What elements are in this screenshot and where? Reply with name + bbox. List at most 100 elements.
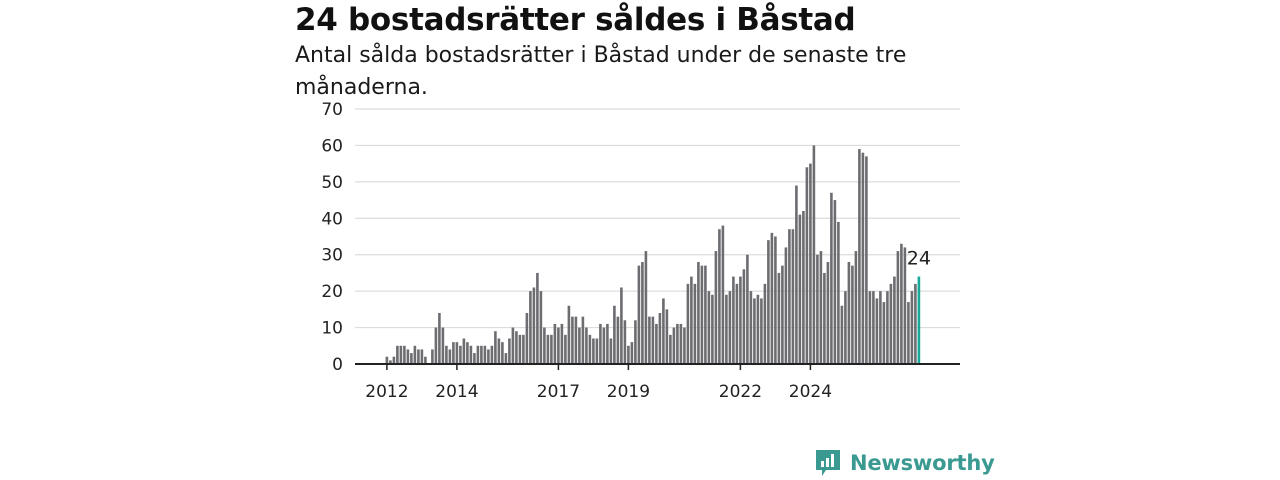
bar	[882, 302, 886, 364]
bar	[634, 320, 637, 364]
bar	[574, 316, 578, 364]
y-tick-label: 10	[321, 319, 343, 339]
x-tick-label: 2019	[607, 382, 650, 402]
bar	[872, 291, 875, 364]
bar	[907, 302, 910, 364]
bar	[756, 294, 760, 364]
bar	[571, 316, 574, 364]
bar-highlight	[917, 276, 921, 364]
bar	[651, 316, 655, 364]
bar	[728, 291, 732, 364]
bar	[760, 298, 763, 364]
bar	[497, 338, 501, 364]
bar	[721, 225, 725, 364]
bar	[420, 349, 424, 364]
bar	[858, 149, 861, 364]
bar	[459, 345, 462, 364]
bar	[893, 276, 896, 364]
bar	[777, 272, 781, 364]
bar	[749, 291, 753, 364]
bar	[707, 291, 711, 364]
bar	[700, 265, 704, 364]
bar	[445, 345, 448, 364]
bar	[844, 291, 847, 364]
bar	[770, 232, 774, 364]
bar	[455, 342, 459, 364]
x-tick-label: 2017	[537, 382, 580, 402]
bar	[448, 349, 452, 364]
bar	[637, 265, 641, 364]
bar	[896, 251, 900, 364]
bar	[732, 276, 735, 364]
bar	[403, 345, 406, 364]
y-tick-label: 60	[321, 136, 343, 156]
bar	[742, 269, 746, 364]
bar	[602, 327, 606, 364]
bar	[424, 356, 427, 364]
bar	[655, 323, 658, 364]
bar	[438, 313, 441, 364]
bar	[641, 262, 644, 364]
bar	[581, 316, 585, 364]
bar	[791, 229, 795, 364]
bar	[830, 192, 833, 364]
bar	[819, 251, 823, 364]
bar	[690, 276, 693, 364]
bar	[648, 316, 651, 364]
bar	[837, 221, 840, 364]
bar	[798, 214, 802, 364]
bar	[592, 338, 595, 364]
bar	[536, 272, 539, 364]
bar	[466, 342, 469, 364]
bar	[865, 156, 868, 364]
bar	[588, 334, 592, 364]
bar	[557, 327, 560, 364]
bar	[711, 294, 714, 364]
bar	[630, 342, 634, 364]
bar	[406, 349, 410, 364]
y-tick-label: 0	[332, 355, 343, 375]
y-tick-label: 20	[321, 282, 343, 302]
bar	[508, 338, 511, 364]
bar	[662, 298, 665, 364]
bar	[553, 323, 557, 364]
bar	[606, 323, 609, 364]
bar	[567, 305, 571, 364]
bar	[620, 287, 623, 364]
newsworthy-logo[interactable]: Newsworthy	[814, 446, 995, 480]
bar	[840, 305, 844, 364]
bar	[816, 254, 819, 364]
bar	[644, 251, 648, 364]
bar	[823, 272, 826, 364]
y-tick-label: 40	[321, 209, 343, 229]
y-tick-label: 70	[321, 100, 343, 120]
bar	[753, 298, 756, 364]
bar	[718, 229, 721, 364]
bar	[875, 298, 879, 364]
bar	[809, 163, 812, 364]
bar	[515, 331, 518, 364]
bar	[417, 349, 420, 364]
bar	[392, 356, 396, 364]
bar	[683, 327, 686, 364]
bar	[543, 327, 546, 364]
bar	[396, 345, 399, 364]
x-tick-label: 2014	[435, 382, 478, 402]
bar	[501, 342, 504, 364]
bar	[431, 349, 434, 364]
bar	[886, 291, 889, 364]
newsworthy-logo-text: Newsworthy	[850, 451, 995, 475]
bar	[746, 254, 749, 364]
bar	[735, 283, 739, 364]
bar	[774, 236, 777, 364]
bar	[805, 167, 809, 364]
newsworthy-logo-icon	[816, 450, 840, 476]
bar	[595, 338, 599, 364]
bar	[476, 345, 480, 364]
chart-title: 24 bostadsrätter såldes i Båstad	[295, 2, 856, 38]
bar	[725, 294, 728, 364]
bar	[910, 291, 914, 364]
bar	[767, 240, 770, 364]
x-tick-label: 2022	[719, 382, 762, 402]
